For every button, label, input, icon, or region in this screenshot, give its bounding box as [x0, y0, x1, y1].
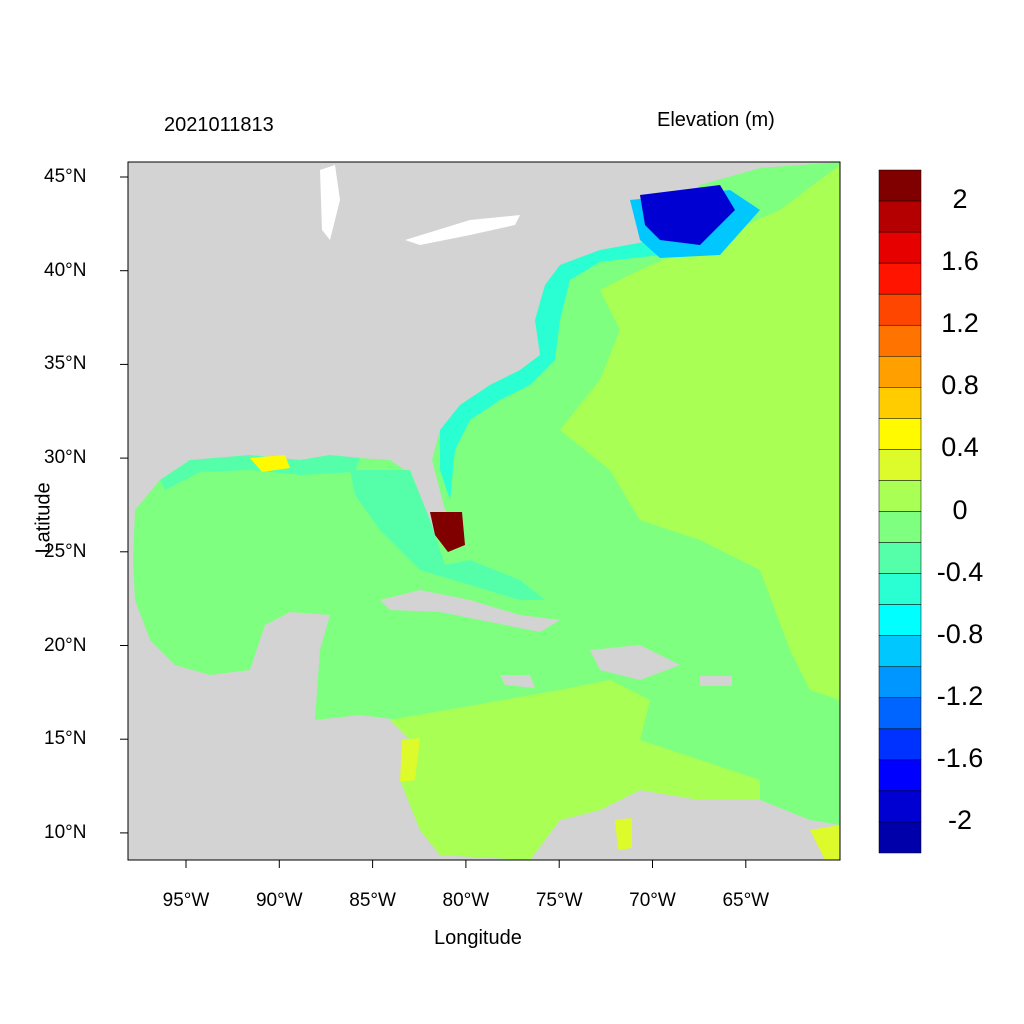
lake-michigan [320, 165, 340, 240]
y-tick-label: 15°N [44, 728, 87, 750]
colorbar-bin [878, 231, 922, 264]
y-tick-label: 35°N [44, 353, 87, 375]
colorbar-bin [878, 356, 922, 388]
jamaica [500, 675, 535, 688]
colorbar-label: -0.4 [936, 556, 984, 587]
colorbar-label: 1.2 [941, 308, 979, 339]
cuba [380, 590, 560, 632]
colorbar-bin [878, 666, 922, 699]
colorbar-label: -1.2 [936, 680, 984, 711]
colorbar-label: -0.8 [936, 618, 984, 649]
florida-shelf [350, 470, 545, 600]
gulf-coast-shelf [160, 455, 360, 490]
x-tick-label: 75°W [535, 890, 583, 911]
x-tick-label: 90°W [255, 890, 303, 911]
colorbar-label: 2 [952, 184, 968, 215]
colorbar-bin [878, 200, 922, 233]
southeast-corner-zone [810, 825, 840, 860]
south-florida-high [430, 512, 465, 552]
colorbar-bin [878, 418, 922, 450]
y-tick-label: 40°N [44, 259, 87, 281]
lake-erie-ontario [405, 215, 520, 245]
great-lakes [320, 165, 520, 245]
colorbar-bin [878, 324, 922, 357]
map-frame [127, 161, 841, 861]
y-tick-label: 20°N [44, 634, 87, 656]
colorbar-bin [878, 697, 922, 730]
maracaibo-zone [615, 818, 632, 850]
puerto-rico [700, 676, 732, 686]
hispaniola [590, 645, 680, 680]
x-tick-label: 80°W [442, 890, 490, 911]
colorbar-bin [878, 387, 922, 419]
ocean [133, 162, 840, 860]
y-axis-label: Latitude [32, 482, 55, 554]
colorbar-bin [878, 573, 922, 605]
colorbar-bin [878, 821, 922, 854]
variable-title: Elevation (m) [657, 109, 775, 131]
colorbar-bin [878, 728, 922, 761]
colorbar-bin [878, 262, 922, 295]
colorbar-label: 0 [952, 494, 968, 525]
colorbar-bin [878, 759, 922, 792]
atlantic-positive-zone [560, 165, 840, 700]
islands [380, 590, 732, 688]
colorbar-bin [878, 511, 922, 543]
colorbar-bin [878, 449, 922, 481]
honduras-coast-zone [400, 738, 420, 782]
colorbar-bin [878, 293, 922, 326]
colorbar-bin [878, 790, 922, 823]
colorbar-bin [878, 542, 922, 574]
colorbar-label: 0.4 [941, 432, 979, 463]
louisiana-high [250, 455, 290, 472]
x-axis-label: Longitude [434, 927, 522, 949]
x-tick-label: 70°W [629, 890, 676, 911]
colorbar-label: -1.6 [936, 742, 984, 773]
gulf-of-maine-low [640, 185, 735, 245]
colorbar-bin [878, 604, 922, 636]
colorbar-bin [878, 169, 922, 202]
y-tick-label: 30°N [44, 447, 87, 469]
y-tick-label: 25°N [44, 540, 87, 562]
y-tick-label: 45°N [44, 166, 87, 187]
colorbar-label: 0.8 [941, 370, 979, 401]
x-tick-label: 65°W [722, 890, 770, 911]
timestamp-title: 2021011813 [164, 114, 274, 136]
colorbar-label: -2 [947, 804, 972, 835]
y-tick-label: 10°N [44, 821, 87, 843]
colorbar-bin [878, 480, 922, 512]
x-tick-label: 85°W [349, 890, 396, 911]
colorbar-bin [878, 635, 922, 667]
east-coast-shelf [440, 240, 660, 500]
caribbean-positive-zone [390, 680, 760, 860]
colorbar-label: 1.6 [941, 246, 979, 277]
x-tick-label: 95°W [162, 890, 210, 911]
